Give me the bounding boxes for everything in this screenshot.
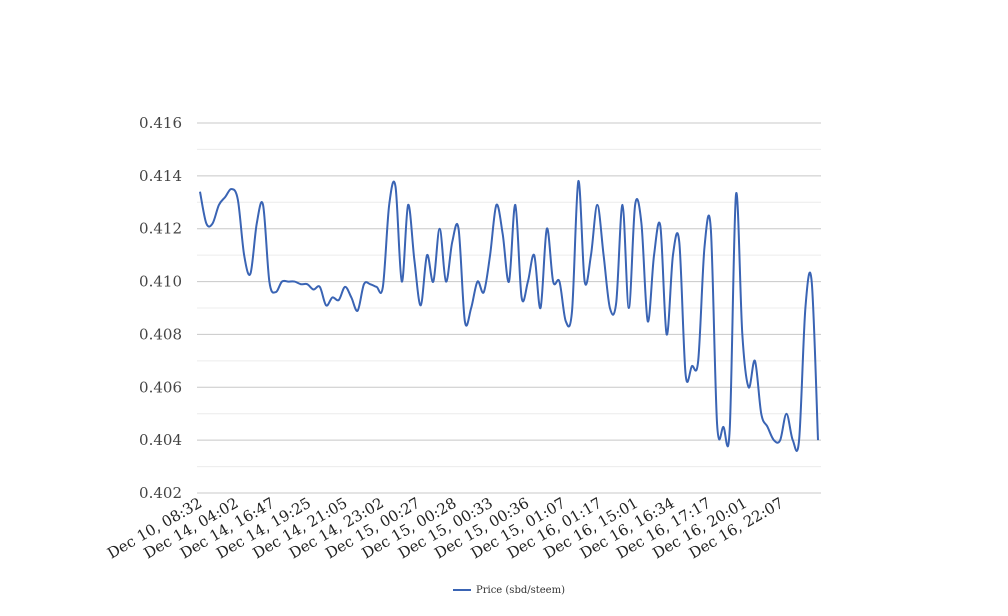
y-tick-label: 0.416 xyxy=(139,114,182,132)
plot-area xyxy=(199,180,819,452)
y-tick-label: 0.402 xyxy=(139,484,182,502)
y-tick-label: 0.404 xyxy=(139,431,182,449)
series-line-0 xyxy=(199,180,819,452)
y-tick-label: 0.408 xyxy=(139,325,182,343)
gridlines xyxy=(197,122,821,494)
y-tick-label: 0.410 xyxy=(139,273,182,291)
y-tick-label: 0.412 xyxy=(139,220,182,238)
y-tick-label: 0.414 xyxy=(139,167,182,185)
legend: Price (sbd/steem) xyxy=(453,585,565,596)
y-axis: 0.402 0.404 0.406 0.408 0.410 0.412 0.414 0.416 xyxy=(139,114,182,502)
legend-label-price: Price (sbd/steem) xyxy=(476,585,565,596)
y-tick-label: 0.406 xyxy=(139,378,182,396)
